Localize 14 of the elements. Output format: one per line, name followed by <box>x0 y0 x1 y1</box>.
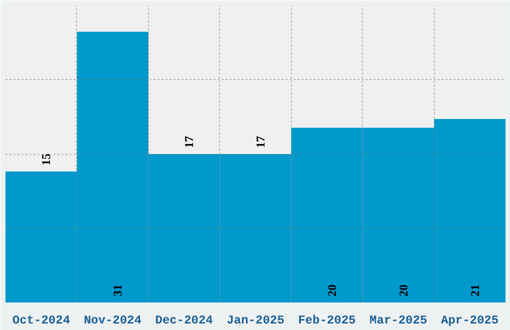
x-tick-label: Dec-2024 <box>155 314 213 328</box>
data-label: 20 <box>396 284 410 296</box>
x-tick-label: Feb-2025 <box>298 314 356 328</box>
data-label: 17 <box>182 136 196 148</box>
x-tick-label: Oct-2024 <box>12 314 70 328</box>
x-tick-label: Mar-2025 <box>370 314 428 328</box>
data-label: 15 <box>39 153 54 166</box>
x-tick-label: Nov-2024 <box>84 314 142 328</box>
data-label: 31 <box>110 284 125 296</box>
data-label: 17 <box>254 136 268 148</box>
data-label: 20 <box>324 284 339 296</box>
data-label: 21 <box>468 284 482 296</box>
x-tick-label: Apr-2025 <box>440 314 499 328</box>
x-tick-label: Jan-2025 <box>226 314 284 328</box>
